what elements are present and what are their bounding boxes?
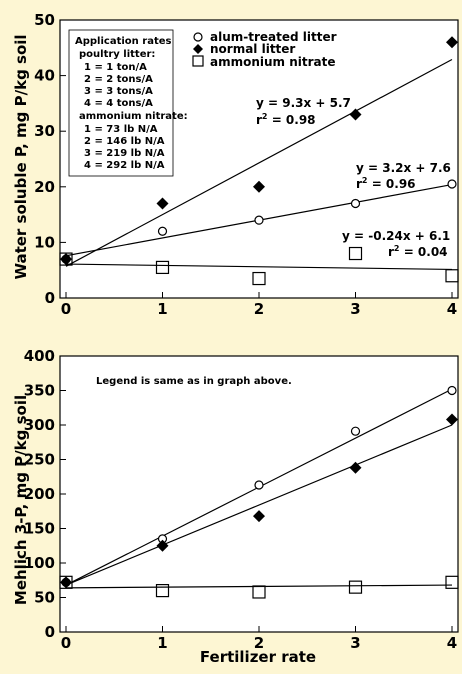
x-tick-label: 4	[447, 634, 457, 652]
data-point-ammonium-nitrate	[445, 575, 459, 589]
x-tick-label: 0	[61, 634, 71, 652]
fit-line-normal-litter	[65, 58, 453, 267]
data-point-normal-litter	[446, 413, 458, 426]
data-point-normal-litter	[156, 539, 169, 552]
lower-y-axis-label: Mehlich 3-P, mg P/kg soil	[12, 395, 30, 605]
fit-equation-normal-litter: y = 9.3x + 5.7	[256, 96, 351, 110]
data-point-ammonium-nitrate	[252, 585, 266, 599]
y-tick-label: 0	[45, 289, 55, 307]
r2-value: = 0.96	[372, 177, 416, 191]
rates-note-line: 4 = 4 tons/A	[84, 98, 153, 109]
y-tick-label: 20	[34, 178, 55, 196]
legend-marker-circle-open	[193, 32, 203, 42]
rates-note-line: poultry litter:	[79, 49, 155, 60]
x-tick-label: 0	[61, 300, 71, 318]
data-point-alum-treated-litter	[350, 426, 361, 436]
r2-value: = 0.98	[272, 113, 316, 127]
fit-line-normal-litter	[65, 424, 453, 586]
data-point-alum-treated-litter	[254, 480, 264, 490]
y-tick-label: 100	[24, 554, 55, 572]
legend-label: ammonium nitrate	[210, 55, 336, 69]
data-point-alum-treated-litter	[350, 198, 361, 209]
x-tick-label: 3	[350, 300, 360, 318]
rates-note-line: 1 = 1 ton/A	[84, 62, 147, 73]
data-point-normal-litter	[446, 36, 458, 49]
rates-note-line: 2 = 2 tons/A	[84, 74, 153, 85]
data-point-normal-litter	[253, 510, 265, 523]
y-tick-label: 350	[24, 382, 55, 400]
fit-line-ammonium-nitrate	[65, 263, 453, 271]
r2-value: = 0.04	[404, 245, 448, 259]
legend-marker-square-open	[192, 55, 204, 67]
y-tick-label: 40	[34, 67, 55, 85]
data-point-alum-treated-litter	[447, 179, 457, 189]
data-point-ammonium-nitrate	[155, 260, 170, 275]
legend-label: alum-treated litter	[210, 30, 337, 44]
x-tick-label: 2	[254, 634, 264, 652]
data-point-normal-litter	[60, 576, 72, 589]
y-tick-label: 300	[24, 416, 55, 434]
y-tick-label: 10	[34, 233, 55, 251]
upper-chart: 0 10 20 30 40 50 0 1 2 3 4	[34, 11, 459, 318]
data-point-normal-litter	[253, 180, 265, 193]
lower-legend-note: Legend is same as in graph above.	[96, 376, 292, 387]
rates-note-line: 1 = 73 lb N/A	[84, 124, 158, 135]
data-point-alum-treated-litter	[157, 226, 168, 236]
y-tick-label: 150	[24, 520, 55, 538]
rates-note-line: 3 = 219 lb N/A	[84, 148, 165, 159]
rates-note-line: Application rates	[75, 36, 172, 47]
data-point-ammonium-nitrate	[445, 269, 459, 283]
x-tick-label: 4	[447, 300, 457, 318]
x-tick-label: 1	[157, 634, 167, 652]
upper-y-axis-label: Water soluble P, mg P/kg soil	[12, 34, 30, 279]
data-point-ammonium-nitrate	[59, 575, 73, 589]
data-point-ammonium-nitrate	[59, 252, 73, 266]
fit-r2-alum-litter: r2 = 0.96	[356, 176, 416, 191]
y-tick-label: 200	[24, 485, 55, 503]
y-tick-label: 50	[34, 11, 55, 29]
legend: alum-treated litter normal litter ammoni…	[192, 30, 337, 69]
data-point-normal-litter	[349, 108, 362, 121]
rates-note-box	[68, 29, 174, 177]
fit-equation-ammonium-nitrate: y = -0.24x + 6.1	[342, 229, 450, 243]
fit-r2-ammonium-nitrate: r2 = 0.04	[388, 244, 448, 259]
data-point-alum-treated-litter	[447, 385, 457, 396]
data-point-ammonium-nitrate	[252, 271, 266, 286]
lower-chart: 0 50 100 150 200 250 300 350 400 0 1 2 3 4	[24, 347, 459, 652]
rates-note-line: 2 = 146 lb N/A	[84, 136, 165, 147]
data-point-ammonium-nitrate	[348, 580, 363, 594]
fit-equation-alum-litter: y = 3.2x + 7.6	[356, 161, 451, 175]
fit-r2-normal-litter: r2 = 0.98	[256, 112, 316, 127]
data-point-normal-litter	[349, 461, 362, 474]
y-tick-label: 250	[24, 451, 55, 469]
rates-note-line: ammonium nitrate:	[79, 111, 188, 122]
data-point-ammonium-nitrate	[155, 583, 170, 598]
rates-note-line: 4 = 292 lb N/A	[84, 160, 165, 171]
y-tick-label: 400	[24, 347, 55, 365]
y-tick-label: 30	[34, 122, 55, 140]
x-tick-label: 3	[350, 634, 360, 652]
data-point-normal-litter	[156, 197, 169, 210]
data-point-normal-litter	[60, 253, 72, 266]
lower-plot-area	[59, 355, 459, 633]
x-tick-label: 1	[157, 300, 167, 318]
rates-note-line: 3 = 3 tons/A	[84, 86, 153, 97]
x-tick-label: 2	[254, 300, 264, 318]
y-tick-label: 0	[45, 623, 55, 641]
legend-label: normal litter	[210, 42, 295, 56]
y-tick-label: 50	[34, 589, 55, 607]
legend-marker-diamond-filled	[193, 44, 203, 54]
data-point-ammonium-nitrate	[348, 246, 363, 261]
x-axis-label: Fertilizer rate	[200, 648, 316, 666]
data-point-alum-treated-litter	[254, 215, 264, 225]
